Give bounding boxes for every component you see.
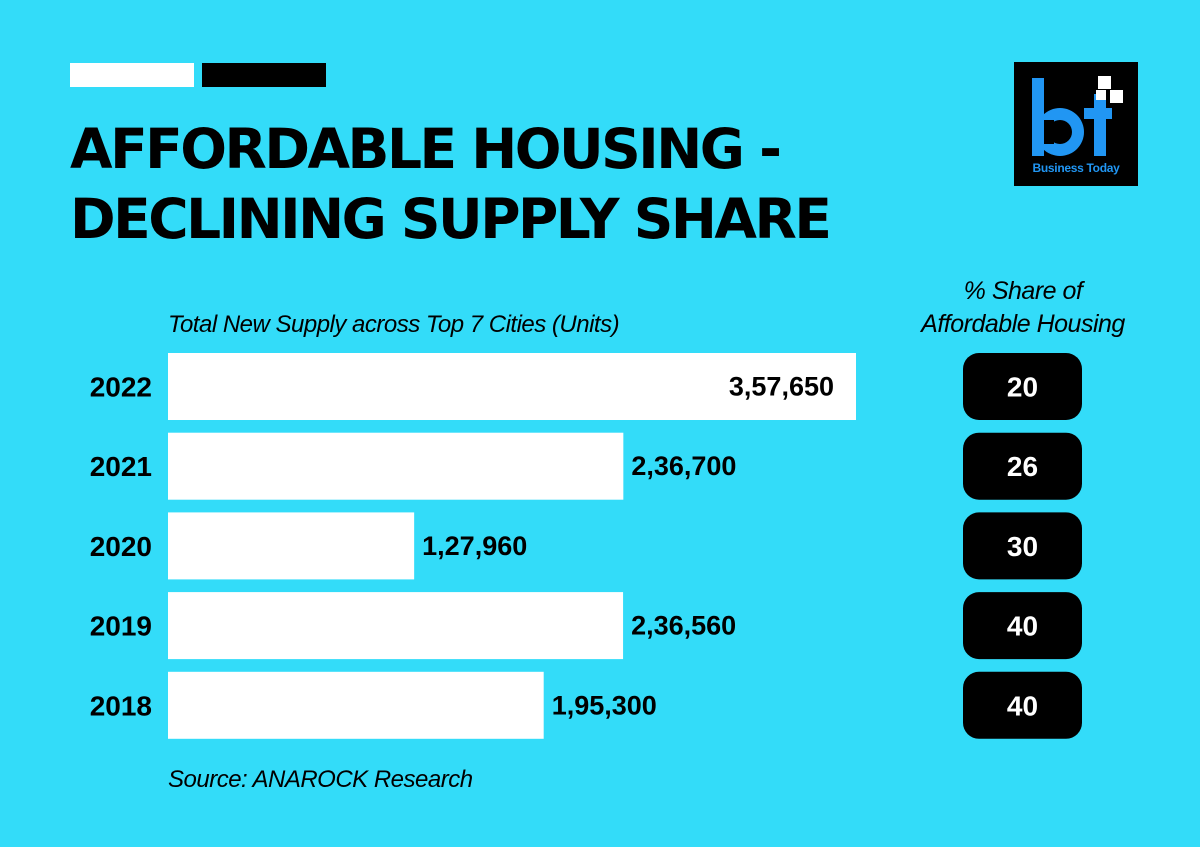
bar-value-label: 2,36,700 — [631, 451, 736, 481]
share-badge — [963, 432, 1082, 500]
share-badge-label: 26 — [1007, 451, 1038, 482]
category-label: 2021 — [90, 451, 152, 482]
page-title-line-1: AFFORDABLE HOUSING - — [70, 117, 782, 181]
category-label: 2020 — [90, 531, 152, 562]
bar — [168, 592, 624, 660]
share-badge — [963, 592, 1082, 660]
bar — [168, 671, 544, 739]
share-badge-label: 40 — [1007, 690, 1038, 721]
category-label: 2022 — [90, 372, 152, 403]
logo-caption: Business Today — [1032, 161, 1120, 175]
share-badge-label: 20 — [1007, 372, 1038, 403]
share-badge — [963, 512, 1082, 580]
bar-value-label: 1,27,960 — [422, 531, 527, 561]
bar — [168, 353, 856, 420]
share-header-line-2: Affordable Housing — [921, 310, 1125, 338]
bt-logo-mark-icon — [1032, 76, 1123, 156]
category-label: 2018 — [90, 690, 152, 721]
bar-value-label: 2,36,560 — [631, 611, 736, 641]
page-title-line-2: DECLINING SUPPLY SHARE — [70, 187, 832, 251]
bar — [168, 432, 624, 500]
share-badge — [963, 671, 1082, 739]
share-column-header: % Share of Affordable Housing — [880, 275, 1166, 341]
x-axis-label: Total New Supply across Top 7 Cities (Un… — [168, 311, 620, 338]
source-note: Source: ANAROCK Research — [168, 766, 473, 793]
decorative-white-bar — [70, 63, 194, 87]
share-header-line-1: % Share of — [963, 277, 1083, 305]
bar-value-label: 3,57,650 — [729, 372, 834, 402]
business-today-logo: Business Today — [1014, 62, 1138, 186]
share-badge — [963, 353, 1082, 420]
bar-value-label: 1,95,300 — [552, 690, 657, 720]
bar — [168, 512, 415, 580]
share-badge-label: 30 — [1007, 531, 1038, 562]
decorative-black-bar — [202, 63, 326, 87]
category-label: 2019 — [90, 611, 152, 642]
share-badge-label: 40 — [1007, 611, 1038, 642]
